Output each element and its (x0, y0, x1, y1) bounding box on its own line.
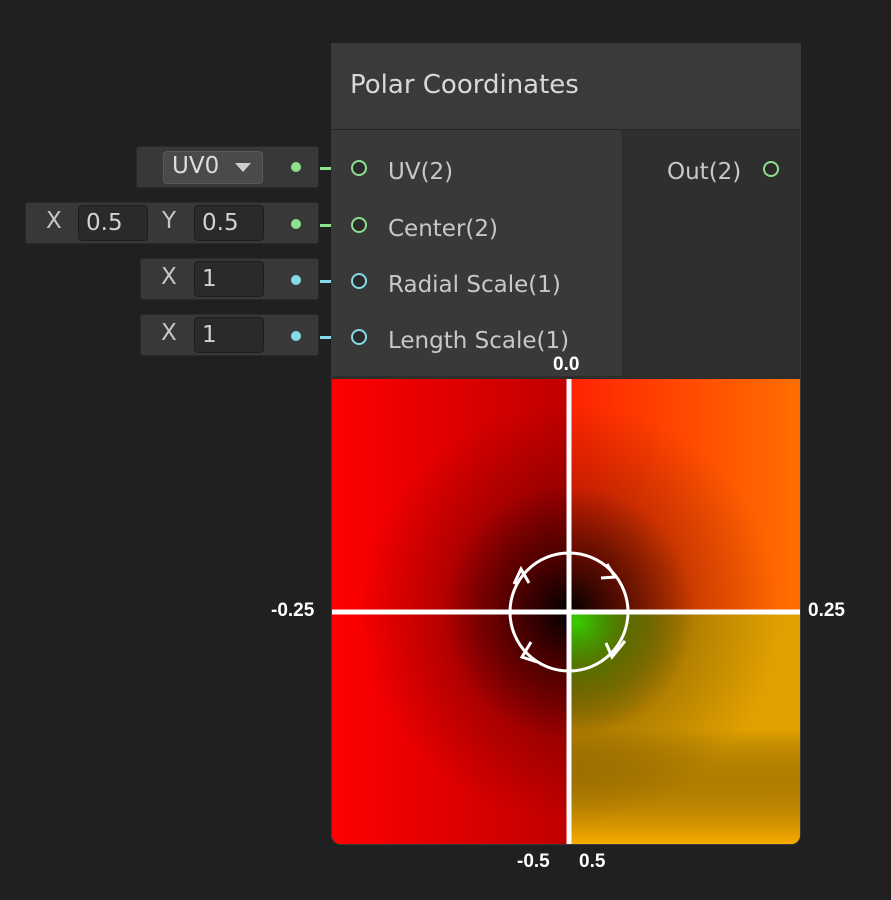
output-port-out[interactable]: Out(2) (667, 159, 742, 185)
dropdown-arrow-icon (235, 163, 251, 172)
center-field-box (25, 202, 319, 244)
center-x-label: X (46, 208, 62, 234)
node-title-bar[interactable]: Polar Coordinates (332, 44, 800, 130)
preview-right-label: 0.25 (808, 600, 845, 621)
input-port-radial-scale[interactable]: Radial Scale(1) (388, 272, 561, 298)
preview-bottom-left-label: -0.5 (517, 851, 550, 872)
rotation-arrows-icon (508, 551, 630, 673)
center-y-label: Y (162, 208, 177, 234)
length-scale-connector-dot (291, 331, 301, 341)
input-ports-area: UV(2) Center(2) Radial Scale(1) Length S… (332, 130, 622, 376)
polar-coordinates-node[interactable]: Polar Coordinates UV(2) Center(2) Radial… (331, 43, 801, 845)
preview-left-label: -0.25 (271, 600, 315, 621)
uv-dropdown-value: UV0 (172, 153, 220, 179)
radial-scale-input[interactable]: 1 (194, 261, 264, 297)
preview-bottom-right-label: 0.5 (579, 851, 606, 872)
node-preview (332, 379, 800, 844)
uv-dropdown[interactable]: UV0 (163, 151, 263, 184)
input-port-uv[interactable]: UV(2) (388, 159, 454, 185)
input-port-center[interactable]: Center(2) (388, 216, 498, 242)
input-port-length-scale[interactable]: Length Scale(1) (388, 328, 570, 354)
length-scale-x-label: X (161, 320, 177, 346)
length-scale-input[interactable]: 1 (194, 317, 264, 353)
port-circle-icon[interactable] (763, 161, 779, 177)
center-y-input[interactable]: 0.5 (194, 205, 264, 241)
port-circle-icon[interactable] (351, 329, 367, 345)
output-ports-area: Out(2) (623, 130, 800, 376)
uv-connector-dot (291, 162, 301, 172)
port-circle-icon[interactable] (351, 160, 367, 176)
radial-scale-connector-dot (291, 275, 301, 285)
port-circle-icon[interactable] (351, 217, 367, 233)
port-circle-icon[interactable] (351, 273, 367, 289)
center-x-input[interactable]: 0.5 (78, 205, 148, 241)
center-connector-dot (291, 219, 301, 229)
preview-top-label: 0.0 (553, 354, 580, 375)
node-title: Polar Coordinates (350, 70, 579, 100)
radial-scale-x-label: X (161, 264, 177, 290)
